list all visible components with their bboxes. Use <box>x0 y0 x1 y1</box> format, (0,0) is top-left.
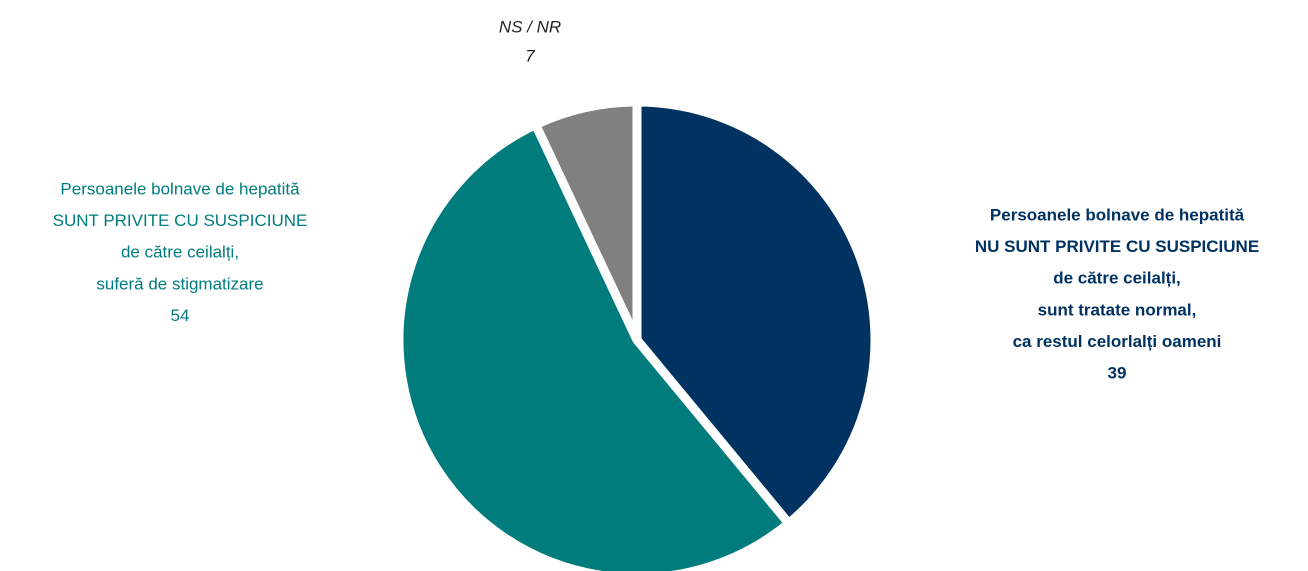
value-label: 7 <box>525 46 535 65</box>
slice-label: NU SUNT PRIVITE CU SUSPICIUNE <box>975 237 1259 256</box>
slice-label: Persoanele bolnave de hepatită <box>60 179 300 198</box>
pie-slice <box>394 118 796 571</box>
pie-slice <box>632 97 880 530</box>
pie-slice <box>529 97 642 342</box>
slice-label: de către ceilalți, <box>121 243 239 262</box>
slice-label: sunt tratate normal, <box>1038 300 1197 319</box>
slice-label: Persoanele bolnave de hepatită <box>990 205 1245 224</box>
slice-label: SUNT PRIVITE CU SUSPICIUNE <box>53 211 308 230</box>
value-label: 39 <box>1108 363 1127 382</box>
value-label: 54 <box>171 306 190 325</box>
slice-label: suferă de stigmatizare <box>96 274 263 293</box>
slice-label: ca restul celorlalți oameni <box>1013 332 1222 351</box>
slice-label: de către ceilalți, <box>1053 269 1181 288</box>
slice-label: NS / NR <box>499 17 561 36</box>
